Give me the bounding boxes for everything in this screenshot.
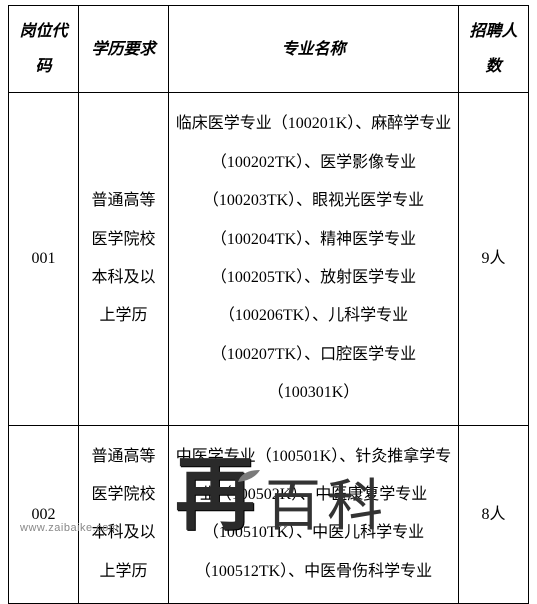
header-code: 岗位代码 — [9, 6, 79, 93]
cell-count: 9人 — [459, 93, 529, 425]
cell-major: 临床医学专业（100201K）、麻醉学专业（100202TK）、医学影像专业（1… — [169, 93, 459, 425]
cell-education: 普通高等医学院校本科及以上学历 — [79, 93, 169, 425]
cell-code: 002 — [9, 425, 79, 604]
table-row: 002 普通高等医学院校本科及以上学历 中医学专业（100501K）、针灸推拿学… — [9, 425, 529, 604]
header-major: 专业名称 — [169, 6, 459, 93]
cell-education: 普通高等医学院校本科及以上学历 — [79, 425, 169, 604]
table-row: 001 普通高等医学院校本科及以上学历 临床医学专业（100201K）、麻醉学专… — [9, 93, 529, 425]
cell-count: 8人 — [459, 425, 529, 604]
header-count: 招聘人数 — [459, 6, 529, 93]
cell-code: 001 — [9, 93, 79, 425]
header-education: 学历要求 — [79, 6, 169, 93]
table-header-row: 岗位代码 学历要求 专业名称 招聘人数 — [9, 6, 529, 93]
recruitment-table: 岗位代码 学历要求 专业名称 招聘人数 001 普通高等医学院校本科及以上学历 … — [8, 5, 529, 604]
cell-major: 中医学专业（100501K）、针灸推拿学专业（100502K）、中医康复学专业（… — [169, 425, 459, 604]
